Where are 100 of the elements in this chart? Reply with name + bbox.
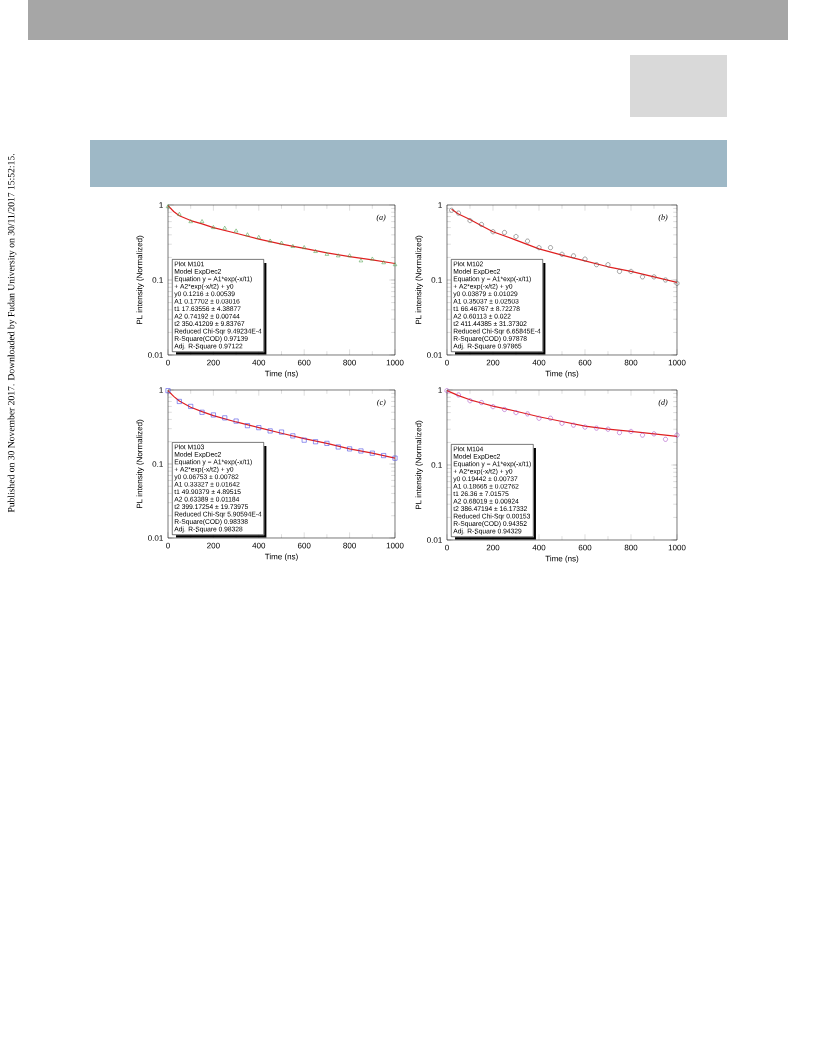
x-axis-title: Time (ns) [545, 370, 579, 378]
x-tick-label: 200 [486, 544, 500, 551]
y-tick-label: 0.1 [431, 277, 442, 283]
line-series [168, 390, 395, 459]
line-series [451, 208, 677, 283]
point [335, 444, 341, 450]
x-tick-label: 400 [252, 359, 266, 366]
point [381, 453, 387, 458]
annotation: (b) [658, 214, 668, 222]
point [640, 432, 645, 438]
point [233, 418, 239, 424]
point [594, 425, 599, 431]
point [301, 437, 307, 443]
point [199, 409, 205, 415]
x-tick-label: 800 [343, 542, 356, 549]
point [165, 388, 171, 394]
point [628, 429, 634, 434]
point [324, 251, 330, 256]
point [674, 281, 680, 286]
line-series [168, 205, 395, 265]
point [245, 232, 250, 237]
point [513, 234, 519, 239]
point [381, 260, 386, 265]
x-tick-label: 400 [252, 542, 266, 549]
point [211, 412, 216, 418]
x-axis-title: Time (ns) [545, 555, 579, 563]
point [444, 388, 450, 394]
point [290, 244, 295, 248]
x-tick-label: 1000 [386, 359, 404, 366]
annotation: (d) [658, 399, 668, 407]
point [513, 410, 519, 415]
point [467, 218, 473, 223]
x-tick-label: 0 [166, 359, 170, 366]
point [582, 256, 588, 262]
y-axis-title: PL intensity (Normalized) [415, 420, 423, 510]
x-tick-label: 0 [166, 542, 170, 549]
point [559, 420, 565, 426]
x-tick-label: 1000 [668, 544, 686, 551]
point [336, 253, 341, 258]
x-axis-title: Time (ns) [264, 553, 298, 561]
y-axis-title: PL intensity (Normalized) [136, 235, 144, 325]
point [324, 440, 330, 446]
point [502, 230, 507, 235]
y-tick-label: 0.1 [152, 461, 163, 467]
point [571, 253, 576, 259]
annotation: (c) [377, 399, 386, 407]
point [302, 245, 307, 249]
point [456, 210, 461, 216]
point [467, 398, 473, 404]
point [525, 411, 530, 417]
point [479, 222, 484, 227]
point [548, 415, 553, 421]
x-tick-label: 600 [578, 544, 592, 551]
point [313, 249, 318, 253]
point [490, 404, 496, 410]
point [392, 455, 398, 461]
y-tick-label: 0.01 [148, 535, 163, 541]
x-tick-label: 200 [207, 359, 220, 366]
point [188, 404, 194, 409]
point [177, 211, 182, 216]
annotation: (a) [376, 214, 386, 222]
point [640, 274, 645, 280]
point [222, 415, 228, 421]
point [651, 274, 657, 280]
line-series [447, 390, 677, 438]
point [256, 425, 262, 431]
point [536, 415, 542, 421]
y-tick-label: 0.01 [427, 537, 442, 543]
text: Published on 30 November 2017. Downloaded by Fudan University on 30/11/2017 15:52:15. [7, 154, 17, 513]
y-tick-label: 0.1 [431, 462, 442, 468]
point [536, 245, 542, 251]
point [651, 431, 657, 437]
point [290, 433, 296, 439]
point [663, 277, 668, 283]
point [605, 262, 611, 268]
point [559, 251, 565, 257]
point [392, 262, 398, 267]
point [256, 234, 261, 239]
point [594, 262, 599, 268]
y-tick-label: 1 [438, 202, 442, 208]
x-tick-label: 400 [532, 359, 546, 366]
point [370, 256, 375, 261]
point [245, 423, 250, 429]
point [176, 399, 182, 404]
x-tick-label: 200 [486, 359, 500, 366]
y-axis-title: PL intensity (Normalized) [415, 235, 423, 325]
y-tick-label: 0.01 [427, 352, 442, 358]
x-tick-label: 600 [297, 542, 311, 549]
y-axis-title: PL intensity (Normalized) [136, 419, 144, 509]
point [369, 450, 375, 456]
y-tick-label: 0.1 [152, 277, 163, 283]
point [617, 430, 622, 436]
point [628, 269, 634, 274]
point [525, 238, 530, 244]
point [279, 240, 284, 245]
point [188, 219, 193, 223]
y-tick-label: 1 [159, 387, 163, 393]
point [548, 245, 553, 251]
x-tick-label: 400 [532, 544, 546, 551]
y-tick-label: 0.01 [148, 352, 163, 358]
